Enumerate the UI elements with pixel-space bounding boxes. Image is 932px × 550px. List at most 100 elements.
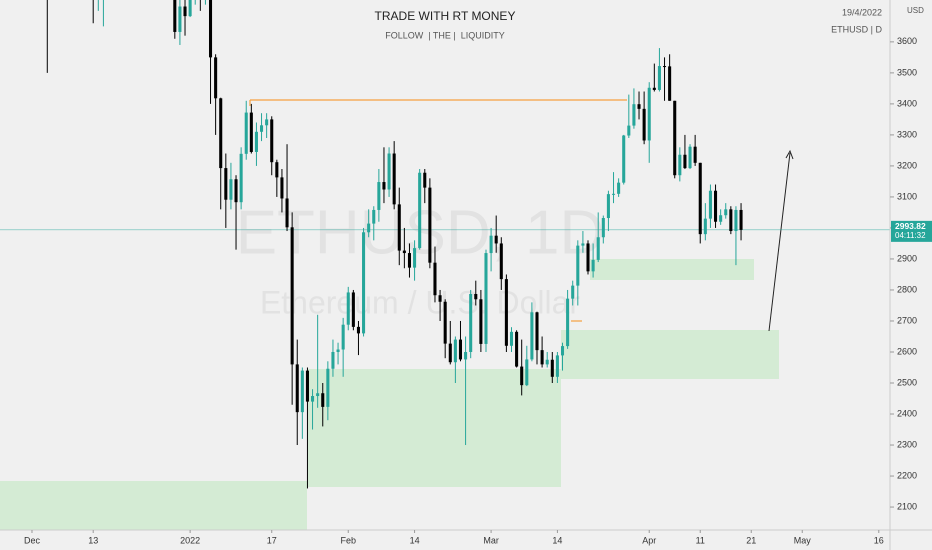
demand-zone [0,481,307,530]
y-tick-label: 3100 [897,191,917,201]
demand-zone [307,369,561,487]
candle-body [275,162,279,178]
x-tick-label: 17 [267,535,277,545]
x-tick-label: 21 [746,535,756,545]
candle-body [622,135,626,183]
candle-body [234,179,238,203]
candle-body [382,182,386,190]
candle-body [504,279,508,346]
candle-body [657,66,661,90]
candle-body [576,245,580,286]
candle-body [469,293,473,352]
candle-body [362,232,366,334]
x-tick-label: 2022 [180,535,200,545]
x-tick-label: 14 [552,535,562,545]
candle-body [729,209,733,232]
y-tick-label: 2200 [897,470,917,480]
candle-body [351,292,355,327]
candle-body [525,359,529,386]
candle-body [428,187,432,263]
candle-body [703,218,707,235]
candle-body [637,104,641,109]
candle-body [688,146,692,169]
last-price-box [891,220,932,242]
candle-body [443,301,447,344]
y-tick-label: 2400 [897,408,917,418]
candle-body [321,393,325,407]
candle-body [377,182,381,210]
candle-body [392,153,396,205]
y-tick-label: 2900 [897,253,917,263]
candle-body [458,339,463,360]
y-tick-label: 2600 [897,346,917,356]
candle-body [295,364,299,413]
candle-body [418,172,422,249]
candle-body [265,119,269,126]
candle-body [448,343,452,363]
candle-body [387,153,391,190]
candle-body [305,370,309,402]
candle-body [494,235,498,244]
candle-body [183,6,187,17]
candle-body [693,146,697,163]
last-price-label: 2993.82 [895,221,926,231]
x-tick-label: 14 [410,535,420,545]
candle-body [555,355,559,377]
y-tick-label: 2300 [897,439,917,449]
candle-body [188,0,192,17]
candle-body [260,125,264,132]
candle-body [739,209,743,230]
candle-body [560,346,565,356]
candle-body [346,292,350,325]
candle-body [413,248,417,268]
candle-body [734,209,738,232]
candle-body [535,312,539,351]
candle-body [571,285,575,299]
candle-body [453,339,457,363]
candle-body [311,396,315,402]
candle-body [530,312,534,360]
demand-zone [561,330,779,379]
candle-body [662,66,667,68]
candle-body [336,349,340,352]
candle-body [326,368,330,407]
candle-body [397,204,401,251]
candle-body [719,215,723,222]
candle-body [540,350,544,365]
candle-body [367,223,371,233]
candle-body [173,0,177,32]
candle-body [464,351,468,360]
watermark-subtitle: Ethereum / U.S. Dollar [260,284,580,320]
candle-body [402,250,406,254]
x-tick-label: 13 [88,535,98,545]
y-tick-label: 2100 [897,501,917,511]
candle-body [356,326,360,334]
y-tick-label: 2800 [897,284,917,294]
candle-body [550,359,554,377]
candle-body [678,154,682,176]
candle-body [652,87,656,90]
y-tick-label: 2700 [897,315,917,325]
y-tick-label: 3600 [897,36,917,46]
candle-body [515,331,519,367]
candle-body [617,182,621,194]
candle-body [698,162,702,235]
candle-body [606,194,610,219]
candle-body [545,359,549,365]
y-tick-label: 3500 [897,67,917,77]
x-tick-label: 16 [874,535,884,545]
candle-body [224,168,228,200]
candle-body [285,198,289,228]
title: TRADE WITH RT MONEY [375,9,516,23]
zones [0,99,794,530]
candle-body [601,218,605,238]
countdown-label: 04:11:32 [895,231,926,240]
candle-body [591,259,595,272]
candle-body [178,6,182,32]
x-tick-label: Apr [642,535,656,545]
y-tick-label: 3300 [897,129,917,139]
candle-body [499,243,503,280]
candle-body [372,209,376,224]
y-tick-label: 3200 [897,160,917,170]
